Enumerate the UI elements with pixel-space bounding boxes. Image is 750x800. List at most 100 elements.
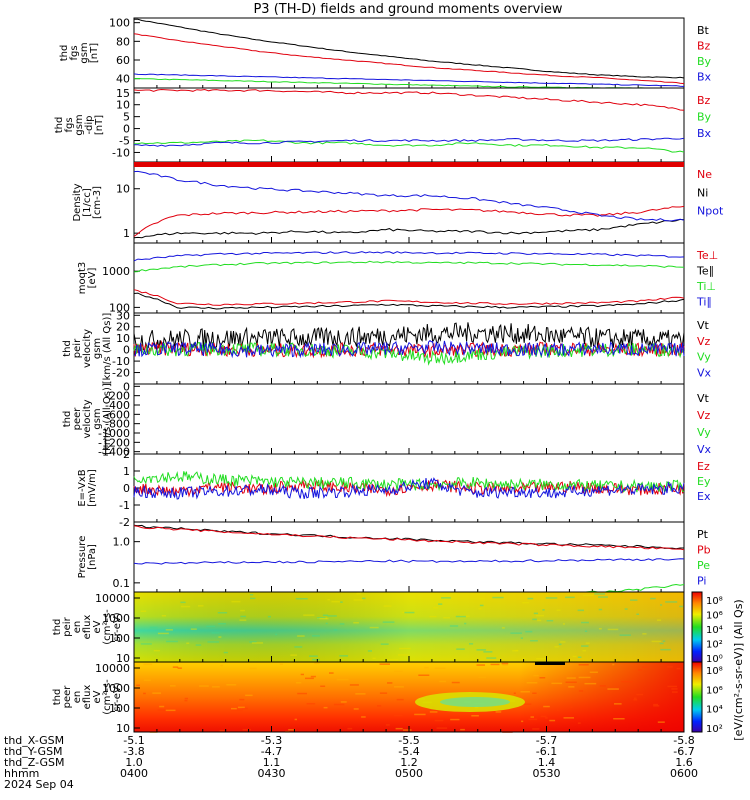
spectrogram-streak	[581, 621, 589, 624]
spectrogram-streak	[554, 646, 559, 648]
spectrogram-streak	[220, 664, 223, 667]
spectrogram-streak	[212, 686, 220, 688]
spectrogram-streak	[310, 675, 316, 678]
spectrogram-streak	[319, 617, 329, 620]
spectrogram-overlay	[134, 662, 684, 732]
y-tick-label: 0	[123, 344, 130, 357]
legend-entry: Ti∥	[696, 296, 712, 309]
spectrogram-streak	[525, 630, 533, 633]
spectrogram-streak	[143, 692, 146, 695]
spectrogram-streak	[418, 674, 430, 676]
spectrogram-streak	[522, 601, 530, 604]
y-axis-label: E=-VxB[mV/m]	[77, 469, 98, 507]
spectrogram-streak	[521, 720, 524, 723]
spectrogram-streak	[545, 597, 558, 599]
legend-entry: Vx	[697, 443, 712, 456]
spectrogram-streak	[432, 607, 439, 609]
legend-entry: Ni	[697, 186, 708, 199]
spectrogram-streak	[660, 648, 671, 651]
spectrogram-streak	[414, 713, 426, 716]
y-tick-label: -200	[105, 390, 130, 403]
spectrogram-streak	[476, 664, 485, 666]
spectrogram-streak	[306, 703, 316, 705]
spectrogram-streak	[619, 634, 631, 636]
panel-peer-velocity-legend: Vt Vz Vy Vx	[697, 392, 712, 456]
panel-temperature: 1000 100 moqt3[eV] Te⊥ Te∥ Ti⊥ Ti∥	[77, 242, 718, 314]
spectrogram-streak	[556, 709, 560, 711]
series-pi-line	[133, 558, 685, 565]
y-axis-label: Pressure[nPa]	[77, 536, 98, 579]
spectrogram-streak	[520, 637, 523, 639]
orbit-value: 1.4	[538, 756, 556, 769]
spectrogram-streak	[434, 709, 441, 711]
spectrogram-streak	[333, 629, 338, 631]
spectrogram-streak	[180, 601, 186, 604]
colorbar-tick: 10⁸	[706, 666, 723, 677]
spectrogram-streak	[441, 597, 451, 599]
y-tick-label: -10	[112, 146, 130, 159]
spectrogram-streak	[536, 658, 546, 660]
spectrogram-streak	[329, 672, 334, 674]
series-vx-line	[133, 339, 685, 359]
y-tick-label: 1000	[102, 682, 130, 695]
spectrogram-streak	[382, 621, 395, 623]
spectrogram-streak	[523, 703, 532, 705]
spectrogram-streak	[570, 706, 573, 708]
spectrogram-streak	[657, 619, 662, 621]
y-tick-label: 60	[116, 54, 130, 67]
spectrogram-streak	[385, 724, 390, 726]
panel-electric-field: 2 1 0 -1 -2 E=-VxB[mV/m] Ez Ey Ex	[77, 448, 711, 529]
series-ex-line	[133, 477, 685, 500]
orbit-table: thd_X-GSMthd_Y-GSMthd_Z-GSMhhmm-5.1-3.81…	[4, 734, 698, 791]
spectrogram-streak	[434, 667, 446, 669]
spectrogram-streak	[294, 718, 297, 721]
plot-title: P3 (TH-D) fields and ground moments over…	[253, 2, 562, 17]
y-tick-label: 30	[116, 309, 130, 322]
spectrogram-streak	[316, 617, 326, 619]
date-label: 2024 Sep 04	[4, 778, 74, 791]
spectrogram-streak	[295, 598, 308, 600]
y-tick-label: -1000	[98, 427, 130, 440]
y-tick-label: 10	[116, 99, 130, 112]
spectrogram-streak	[157, 632, 169, 635]
spectrogram-streak	[542, 609, 545, 611]
spectrogram-streak	[581, 645, 589, 647]
spectrogram-streak	[471, 715, 479, 717]
spectrogram-streak	[510, 632, 522, 634]
spectrogram-streak	[297, 635, 305, 637]
spectrogram-streak	[372, 657, 376, 660]
legend-entry: Pe	[697, 559, 710, 572]
spectrogram-streak	[460, 728, 465, 731]
legend-entry: Vz	[697, 335, 711, 348]
y-tick-label: 15	[116, 87, 130, 100]
orbit-value: -5.5	[398, 734, 419, 747]
spectrogram-streak	[582, 594, 594, 597]
spectrogram-streak	[429, 711, 438, 713]
spectrogram-streak	[537, 619, 542, 622]
spectrogram-streak	[546, 620, 554, 622]
spectrogram-streak	[211, 632, 220, 634]
spectrogram-streak	[249, 667, 257, 670]
spectrogram-streak	[527, 597, 534, 600]
orbit-row-label: thd_Y-GSM	[4, 745, 63, 758]
spectrogram-streak	[476, 649, 486, 651]
spectrogram-streak	[666, 666, 673, 668]
spectrogram-streak	[303, 614, 315, 616]
series-ni-line	[133, 218, 685, 239]
spectrogram-streak	[665, 601, 678, 603]
spectrogram-streak	[149, 626, 158, 629]
legend-entry: Ey	[697, 475, 711, 488]
spectrogram-streak	[614, 703, 622, 705]
legend-entry: Vy	[697, 351, 711, 364]
spectrogram-streak	[478, 676, 487, 679]
spectrogram-streak	[398, 654, 409, 656]
spectrogram-streak	[161, 615, 166, 617]
legend-entry: Bz	[697, 94, 711, 107]
spectrogram-streak	[231, 707, 237, 710]
spectrogram-streak	[642, 633, 647, 635]
spectrogram-streak	[558, 643, 562, 646]
spectrogram-streak	[672, 691, 678, 693]
flag-bar	[134, 162, 684, 167]
spectrogram-streak	[520, 691, 530, 693]
y-axis-label: moqt3[eV]	[77, 262, 98, 295]
